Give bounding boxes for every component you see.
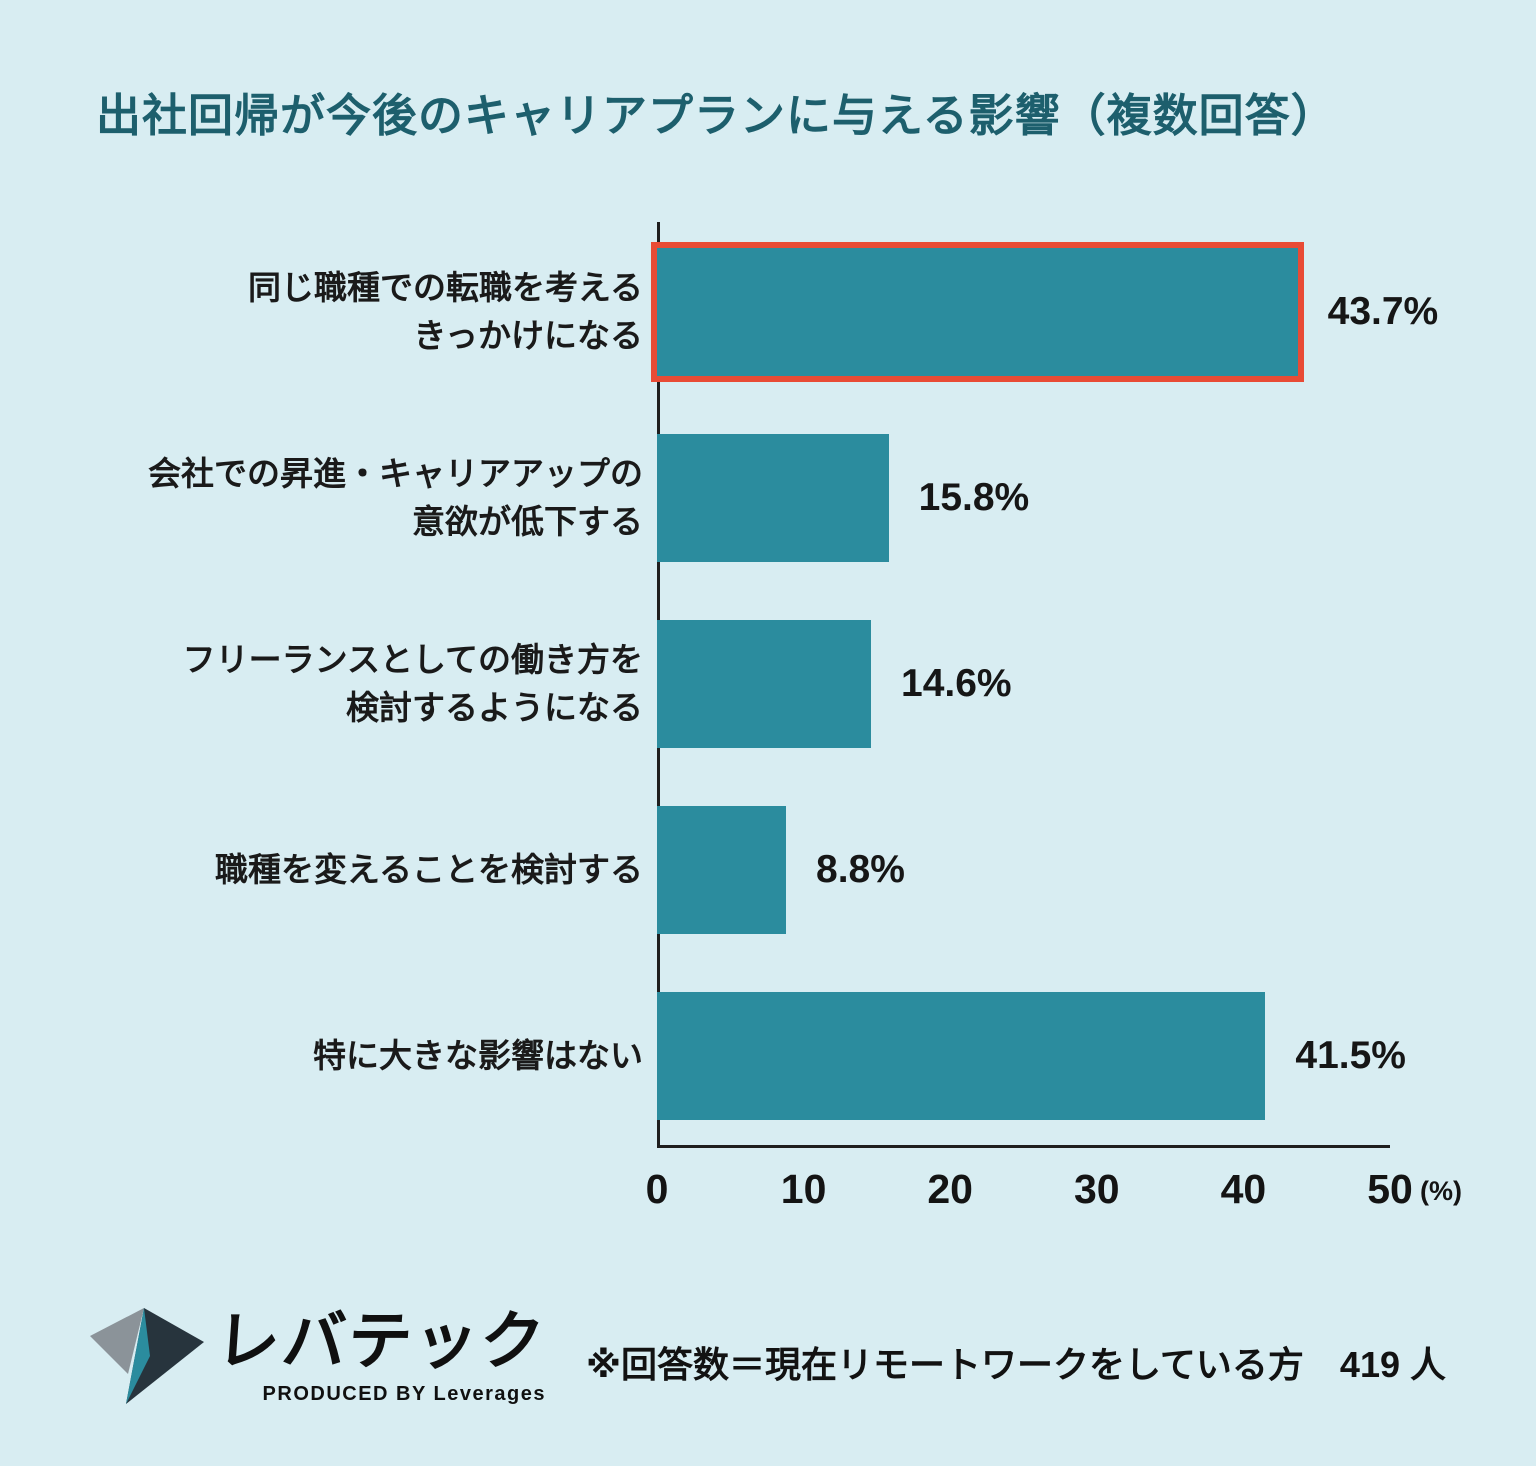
- x-axis-ticks: 0 10 20 30 40 50 (%): [646, 1160, 1462, 1232]
- x-tick-label: 0: [645, 1166, 669, 1213]
- category-label: 会社での昇進・キャリアアップの 意欲が低下する: [148, 455, 643, 541]
- levtech-logo: レバテック PRODUCED BY Leverages: [88, 1304, 549, 1408]
- bar-track: 41.5%: [657, 992, 1406, 1121]
- category-label: 特に大きな影響はない: [313, 1037, 643, 1075]
- bar-value-label: 14.6%: [901, 662, 1012, 706]
- bar-value-label: 41.5%: [1295, 1034, 1406, 1078]
- levtech-logo-text-block: レバテック PRODUCED BY Leverages: [213, 1305, 549, 1405]
- bar: [657, 806, 786, 935]
- x-axis-line: [657, 1145, 1390, 1149]
- bar-value-label: 15.8%: [918, 476, 1030, 520]
- bar-value-label: 43.7%: [1327, 290, 1439, 334]
- bar-row: 同じ職種での転職を考える きっかけになる 43.7%: [96, 242, 1438, 383]
- bar-track: 15.8%: [657, 434, 1390, 563]
- bar: [657, 620, 872, 749]
- bar-track: 14.6%: [657, 620, 1390, 749]
- category-label: 同じ職種での転職を考える きっかけになる: [247, 269, 643, 355]
- bar: [657, 992, 1266, 1121]
- category-label: 職種を変えることを検討する: [214, 851, 643, 889]
- levtech-logo-text: レバテック: [213, 1305, 549, 1378]
- bar-row: 会社での昇進・キャリアアップの 意欲が低下する 15.8%: [96, 434, 1390, 563]
- chart-title: 出社回帰が今後のキャリアプランに与える影響（複数回答）: [96, 90, 1337, 141]
- x-tick-label: 50: [1367, 1166, 1413, 1213]
- levtech-logo-subtext: PRODUCED BY Leverages: [262, 1382, 546, 1405]
- x-tick-label: 20: [927, 1166, 973, 1213]
- bar-row: 特に大きな影響はない 41.5%: [96, 992, 1406, 1121]
- bar-highlighted: [651, 242, 1304, 383]
- footer: レバテック PRODUCED BY Leverages ※回答数＝現在リモートワ…: [88, 1304, 1446, 1408]
- bar-track: 43.7%: [651, 242, 1438, 383]
- bar-rows: 同じ職種での転職を考える きっかけになる 43.7% 会社での昇進・キャリアアップの…: [96, 222, 1438, 1149]
- bar-track: 8.8%: [657, 806, 1390, 935]
- x-tick-label: 30: [1073, 1166, 1120, 1213]
- levtech-logo-icon: [90, 1308, 204, 1404]
- bar: [657, 434, 889, 563]
- bar-chart: 同じ職種での転職を考える きっかけになる 43.7% 会社での昇進・キャリアアップの…: [96, 222, 1462, 1232]
- x-tick-label: 40: [1220, 1166, 1267, 1213]
- bar-value-label: 8.8%: [816, 848, 905, 892]
- survey-note: ※回答数＝現在リモートワークをしている方 419 人: [586, 1344, 1446, 1385]
- x-tick-label: 10: [780, 1166, 827, 1213]
- x-axis-unit-label: (%): [1420, 1176, 1462, 1207]
- category-label: フリーランスとしての働き方を 検討するようになる: [182, 641, 643, 727]
- bar-row: フリーランスとしての働き方を 検討するようになる 14.6%: [96, 620, 1390, 749]
- bar-row: 職種を変えることを検討する 8.8%: [96, 806, 1390, 935]
